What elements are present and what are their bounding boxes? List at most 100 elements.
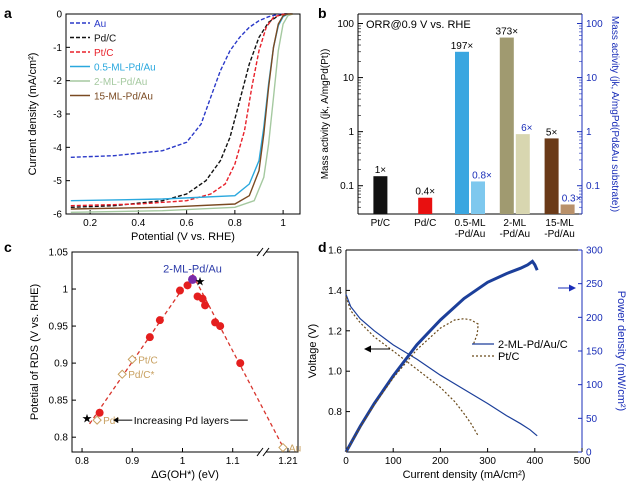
c-x-tick-label: 0.9 xyxy=(125,456,139,467)
b-y-axis-label: Mass activity (jk, A/mgPd(Pt)) xyxy=(320,49,331,180)
b-bar-primary-label: 5× xyxy=(546,127,558,138)
b-bar-secondary-label: 0.3× xyxy=(562,193,582,204)
c-y-tick-label: 1.05 xyxy=(49,248,69,259)
c-volcano-left-line xyxy=(89,273,194,425)
c-axis-break-gap xyxy=(260,448,266,456)
c-data-point xyxy=(216,322,225,331)
d-y-tick-label: 0.8 xyxy=(328,407,342,418)
c-open-marker xyxy=(117,369,127,379)
d-y2-tick-label: 0 xyxy=(586,448,592,459)
c-y-tick-label: 0.95 xyxy=(49,322,69,333)
c-data-point xyxy=(198,294,207,303)
b-y2-axis-label: Mass activity (jk, A/mgPd(Pd&Au substrat… xyxy=(609,16,620,212)
c-data-point xyxy=(175,286,184,295)
b-y-tick-label: 10 xyxy=(343,73,355,84)
d-legend-label-1: Pt/C xyxy=(498,351,519,363)
c-arrow-head xyxy=(113,417,119,424)
c-axis-break-gap xyxy=(260,248,266,256)
b-bar-primary xyxy=(499,37,514,215)
a-y-tick-label: -4 xyxy=(53,143,62,154)
c-x-tick-label: 1.21 xyxy=(278,456,298,467)
a-x-tick-label: 0.8 xyxy=(228,218,242,229)
c-open-marker xyxy=(278,442,288,453)
a-legend-label-3: 0.5-ML-Pd/Au xyxy=(94,63,156,74)
panel-label-b: b xyxy=(318,5,327,21)
c-x-tick-label: 0.8 xyxy=(75,456,89,467)
d-y2-tick-label: 150 xyxy=(586,347,603,358)
c-x-axis-label: ΔG(OH*) (eV) xyxy=(151,469,219,481)
c-plot-frame xyxy=(71,251,299,453)
a-series-line-5 xyxy=(70,13,293,210)
a-x-axis-label: Potential (V vs. RHE) xyxy=(131,231,235,243)
c-data-point xyxy=(145,333,154,342)
b-y2-tick-label: 100 xyxy=(586,19,603,30)
b-bar-secondary-label: 6× xyxy=(521,123,533,134)
a-legend-label-2: Pt/C xyxy=(94,48,113,59)
b-bar-primary-label: 373× xyxy=(496,27,519,38)
b-bar-primary-label: 0.4× xyxy=(415,187,435,198)
b-bar-primary xyxy=(418,197,433,214)
d-left-axis-arrow-head xyxy=(364,345,371,353)
c-highlight-point xyxy=(188,274,198,284)
a-y-axis-label: Current density (mA/cm²) xyxy=(27,53,39,176)
c-x-tick-label: 1.1 xyxy=(226,456,240,467)
d-x-axis-label: Current density (mA/cm²) xyxy=(403,469,526,481)
c-axis-break-mark xyxy=(262,247,270,257)
b-bar-primary-label: 1× xyxy=(375,165,387,176)
b-y-tick-label: 100 xyxy=(337,19,354,30)
panel-label-a: a xyxy=(4,5,12,21)
b-bar-secondary xyxy=(560,204,575,214)
c-arrow-label: Increasing Pd layers xyxy=(134,415,229,427)
c-star-marker: ★ xyxy=(195,275,206,289)
d-y2-tick-label: 100 xyxy=(586,380,603,391)
panel-b-chart: 0.1 0.1 1 1 10 10 100 100 ORR@0.9 V vs. RHE Mass … xyxy=(320,13,620,240)
a-y-tick-label: -6 xyxy=(53,210,62,221)
b-y2-tick-label: 10 xyxy=(586,73,598,84)
c-axis-break-mark xyxy=(262,447,270,457)
a-x-tick-label: 1 xyxy=(280,218,286,229)
d-y2-tick-label: 250 xyxy=(586,279,603,290)
a-y-tick-label: -5 xyxy=(53,176,62,187)
d-x-tick-label: 400 xyxy=(526,456,543,467)
d-y2-axis-label: Power density (mW/cm²) xyxy=(615,291,627,411)
d-x-tick-label: 200 xyxy=(432,456,449,467)
a-series-line-2 xyxy=(70,13,293,207)
a-x-tick-label: 0.6 xyxy=(180,218,194,229)
d-legend-label-0: 2-ML-Pd/Au/C xyxy=(498,339,568,351)
d-series-line-3 xyxy=(345,318,479,453)
b-bar-primary xyxy=(373,176,388,214)
c-data-point xyxy=(95,408,104,417)
d-x-tick-label: 0 xyxy=(343,456,349,467)
c-y-tick-label: 0.8 xyxy=(54,433,68,444)
c-open-marker xyxy=(92,415,102,425)
d-series-line-0 xyxy=(345,294,538,437)
b-y2-tick-label: 0.1 xyxy=(586,181,600,192)
c-axis-break-mark xyxy=(256,247,264,257)
d-y2-tick-label: 50 xyxy=(586,414,598,425)
a-legend-label-1: Pd/C xyxy=(94,34,116,45)
c-volcano-right-line xyxy=(191,273,284,448)
b-category-label: -Pd/Au xyxy=(500,229,531,240)
b-y2-tick-label: 1 xyxy=(586,127,592,138)
a-series-line-0 xyxy=(70,13,293,158)
c-star-marker: ★ xyxy=(82,412,93,426)
c-x-tick-label: 1 xyxy=(180,456,186,467)
d-y2-tick-label: 200 xyxy=(586,313,603,324)
b-category-label: Pd/C xyxy=(414,218,436,229)
a-legend-label-4: 2-ML-Pd/Au xyxy=(94,77,147,88)
b-bar-primary xyxy=(544,138,559,214)
d-x-tick-label: 100 xyxy=(385,456,402,467)
c-axis-break-mark xyxy=(256,447,264,457)
a-legend-label-5: 15-ML-Pd/Au xyxy=(94,92,153,103)
b-category-label: -Pd/Au xyxy=(455,229,486,240)
c-y-tick-label: 0.9 xyxy=(54,359,68,370)
b-bar-secondary xyxy=(515,134,530,214)
b-category-label: 0.5-ML xyxy=(454,218,486,229)
d-y-axis-label: Voltage (V) xyxy=(307,324,319,378)
c-data-point xyxy=(236,359,245,368)
panel-c-chart: 0.8 0.9 1 1.1 1.21 0.8 0.85 0.9 0.95 1 1.05 ΔG(OH*)… xyxy=(29,248,301,482)
d-y-tick-label: 1.2 xyxy=(328,326,342,337)
a-y-tick-label: -1 xyxy=(53,43,62,54)
b-category-label: 15-ML xyxy=(545,218,574,229)
